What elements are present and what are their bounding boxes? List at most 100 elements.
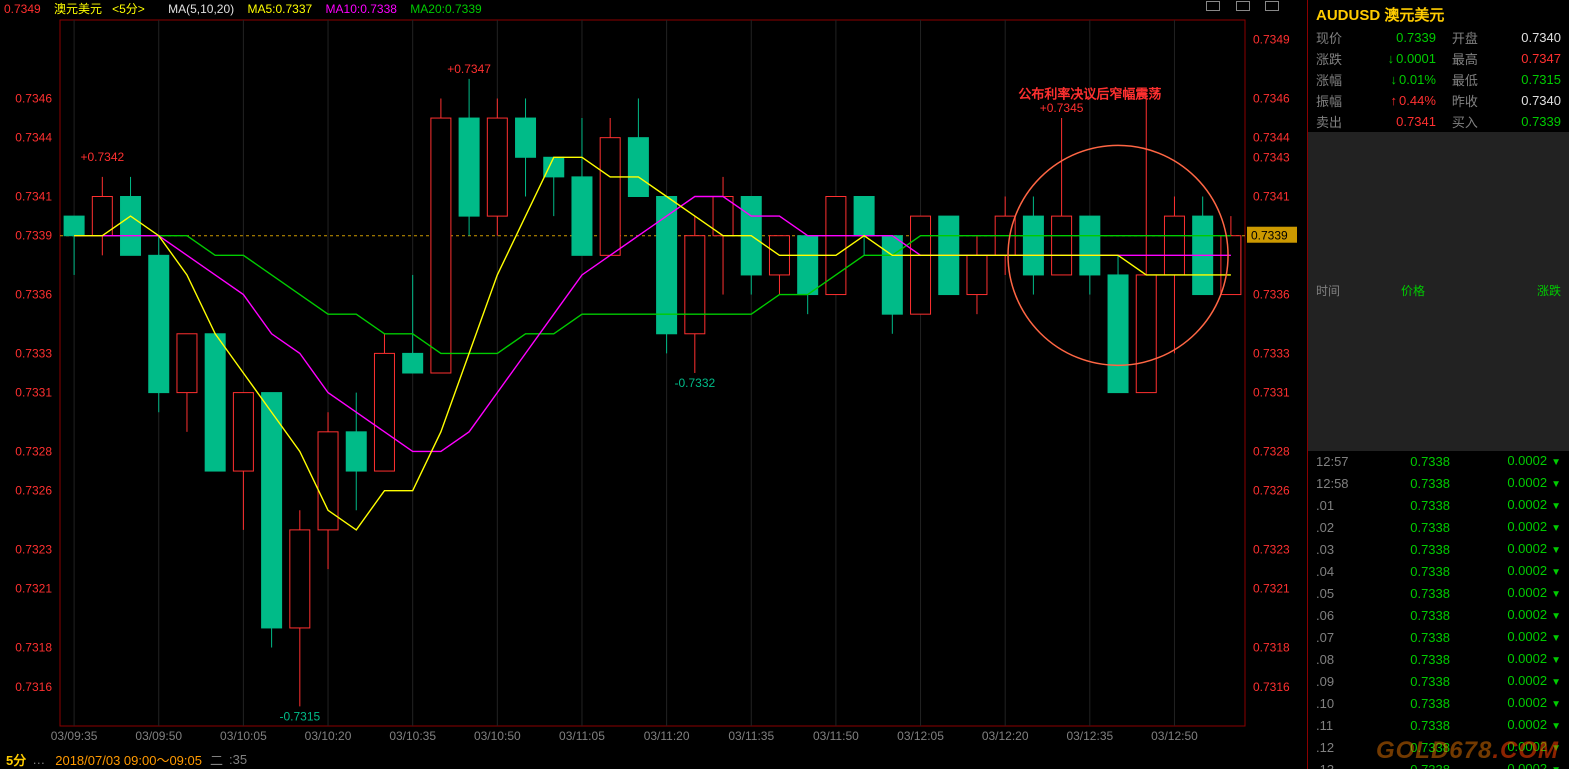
summary-label: 涨跌 xyxy=(1308,48,1362,69)
date-range: 2018/07/03 09:00～09:05 xyxy=(55,750,202,769)
tick-hdr-price: 价格 xyxy=(1368,132,1458,451)
tick-row: .030.73380.0002▼ xyxy=(1308,539,1569,561)
svg-text:0.7331: 0.7331 xyxy=(1253,386,1290,400)
summary-label: 现价 xyxy=(1308,27,1362,48)
svg-text:+0.7342: +0.7342 xyxy=(80,150,124,164)
svg-text:0.7344: 0.7344 xyxy=(1253,131,1290,145)
time-suffix: :35 xyxy=(229,752,247,767)
summary-label: 买入 xyxy=(1444,111,1498,132)
chart-footer: 5分 … 2018/07/03 09:00～09:05 二 :35 xyxy=(0,749,1307,769)
ma10-label: MA10:0.7338 xyxy=(326,2,397,16)
svg-text:0.7344: 0.7344 xyxy=(15,131,52,145)
day-of-week: 二 xyxy=(210,750,223,769)
tick-row: .070.73380.0002▼ xyxy=(1308,627,1569,649)
summary-value: 0.01% xyxy=(1362,69,1444,90)
tick-row: .130.73380.0002▼ xyxy=(1308,759,1569,769)
svg-text:0.7341: 0.7341 xyxy=(1253,190,1290,204)
svg-text:0.7336: 0.7336 xyxy=(15,288,52,302)
summary-value: 0.7315 xyxy=(1498,69,1569,90)
tick-row: 12:570.73380.0002▼ xyxy=(1308,451,1569,473)
svg-text:0.7339: 0.7339 xyxy=(1251,229,1288,243)
tick-row: .110.73380.0002▼ xyxy=(1308,715,1569,737)
summary-value: 0.7339 xyxy=(1362,27,1444,48)
chart-area[interactable]: 0.7349 澳元美元<5分> MA(5,10,20) MA5:0.7337 M… xyxy=(0,0,1307,769)
svg-text:0.7323: 0.7323 xyxy=(1253,543,1290,557)
svg-text:0.7328: 0.7328 xyxy=(15,444,52,458)
more-button[interactable]: … xyxy=(32,752,55,767)
svg-text:03/10:35: 03/10:35 xyxy=(389,729,436,743)
tick-row: .100.73380.0002▼ xyxy=(1308,693,1569,715)
summary-value: 0.7341 xyxy=(1362,111,1444,132)
tick-row: 12:580.73380.0002▼ xyxy=(1308,473,1569,495)
timeframe-button[interactable]: 5分 xyxy=(0,750,32,769)
tick-row: .080.73380.0002▼ xyxy=(1308,649,1569,671)
ma20-label: MA20:0.7339 xyxy=(410,2,481,16)
icon-2[interactable] xyxy=(1236,1,1250,11)
summary-value: 0.7340 xyxy=(1498,90,1569,111)
symbol-name: 澳元美元<5分> xyxy=(54,2,155,16)
summary-value: 0.7339 xyxy=(1498,111,1569,132)
svg-text:03/12:20: 03/12:20 xyxy=(982,729,1029,743)
svg-text:03/11:35: 03/11:35 xyxy=(728,729,774,743)
summary-value: 0.7347 xyxy=(1498,48,1569,69)
candlestick-chart[interactable]: 0.7346 0.7344 0.7341 0.7339 0.7336 0.7333 0.73… xyxy=(0,14,1307,748)
tick-list[interactable]: 12:570.73380.0002▼12:580.73380.0002▼.010… xyxy=(1308,451,1569,769)
svg-text:+0.7347: +0.7347 xyxy=(447,62,491,76)
svg-text:公布利率决议后窄幅震荡: 公布利率决议后窄幅震荡 xyxy=(1018,86,1161,101)
icon-1[interactable] xyxy=(1206,1,1220,11)
svg-text:0.7349: 0.7349 xyxy=(1253,33,1290,47)
svg-text:0.7326: 0.7326 xyxy=(15,484,52,498)
tick-hdr-change: 涨跌 xyxy=(1458,132,1569,451)
tick-hdr-time: 时间 xyxy=(1308,132,1368,451)
svg-text:03/12:50: 03/12:50 xyxy=(1151,729,1198,743)
svg-text:0.7316: 0.7316 xyxy=(15,680,52,694)
svg-text:0.7318: 0.7318 xyxy=(1253,641,1290,655)
svg-text:0.7346: 0.7346 xyxy=(15,91,52,105)
svg-text:0.7339: 0.7339 xyxy=(15,229,52,243)
svg-text:-0.7315: -0.7315 xyxy=(279,709,320,723)
summary-label: 最高 xyxy=(1444,48,1498,69)
summary-label: 振幅 xyxy=(1308,90,1362,111)
tick-row: .020.73380.0002▼ xyxy=(1308,517,1569,539)
ma5-label: MA5:0.7337 xyxy=(247,2,312,16)
svg-text:03/12:35: 03/12:35 xyxy=(1066,729,1113,743)
quote-title: AUDUSD 澳元美元 xyxy=(1308,0,1569,27)
quote-panel: AUDUSD 澳元美元 现价0.7339开盘0.7340涨跌0.0001最高0.… xyxy=(1307,0,1569,769)
svg-text:03/09:35: 03/09:35 xyxy=(51,729,98,743)
svg-text:03/11:50: 03/11:50 xyxy=(813,729,859,743)
svg-text:0.7343: 0.7343 xyxy=(1253,150,1290,164)
tick-row: .040.73380.0002▼ xyxy=(1308,561,1569,583)
svg-text:-0.7332: -0.7332 xyxy=(674,376,715,390)
svg-text:0.7331: 0.7331 xyxy=(15,386,52,400)
tick-row: .090.73380.0002▼ xyxy=(1308,671,1569,693)
svg-text:03/11:20: 03/11:20 xyxy=(644,729,690,743)
svg-text:0.7316: 0.7316 xyxy=(1253,680,1290,694)
svg-text:03/09:50: 03/09:50 xyxy=(135,729,182,743)
quote-summary: 现价0.7339开盘0.7340涨跌0.0001最高0.7347涨幅0.01%最… xyxy=(1308,27,1569,132)
tick-header: 时间 价格 涨跌 xyxy=(1308,132,1569,451)
svg-text:0.7326: 0.7326 xyxy=(1253,484,1290,498)
header-icons xyxy=(1204,0,1297,14)
summary-label: 开盘 xyxy=(1444,27,1498,48)
summary-label: 最低 xyxy=(1444,69,1498,90)
svg-text:0.7323: 0.7323 xyxy=(15,543,52,557)
chart-header: 0.7349 澳元美元<5分> MA(5,10,20) MA5:0.7337 M… xyxy=(0,0,1307,16)
svg-text:0.7321: 0.7321 xyxy=(1253,582,1290,596)
summary-value: 0.0001 xyxy=(1362,48,1444,69)
svg-text:0.7328: 0.7328 xyxy=(1253,444,1290,458)
tick-row: .010.73380.0002▼ xyxy=(1308,495,1569,517)
summary-value: 0.7340 xyxy=(1498,27,1569,48)
svg-text:0.7341: 0.7341 xyxy=(15,190,52,204)
svg-text:+0.7345: +0.7345 xyxy=(1040,101,1084,115)
svg-text:03/11:05: 03/11:05 xyxy=(559,729,605,743)
tick-row: .060.73380.0002▼ xyxy=(1308,605,1569,627)
summary-label: 昨收 xyxy=(1444,90,1498,111)
summary-label: 卖出 xyxy=(1308,111,1362,132)
svg-text:0.7321: 0.7321 xyxy=(15,582,52,596)
svg-text:0.7346: 0.7346 xyxy=(1253,91,1290,105)
icon-3[interactable] xyxy=(1265,1,1279,11)
svg-text:0.7333: 0.7333 xyxy=(15,346,52,360)
svg-text:0.7336: 0.7336 xyxy=(1253,288,1290,302)
svg-text:0.7333: 0.7333 xyxy=(1253,346,1290,360)
tick-row: .120.73380.0002▼ xyxy=(1308,737,1569,759)
